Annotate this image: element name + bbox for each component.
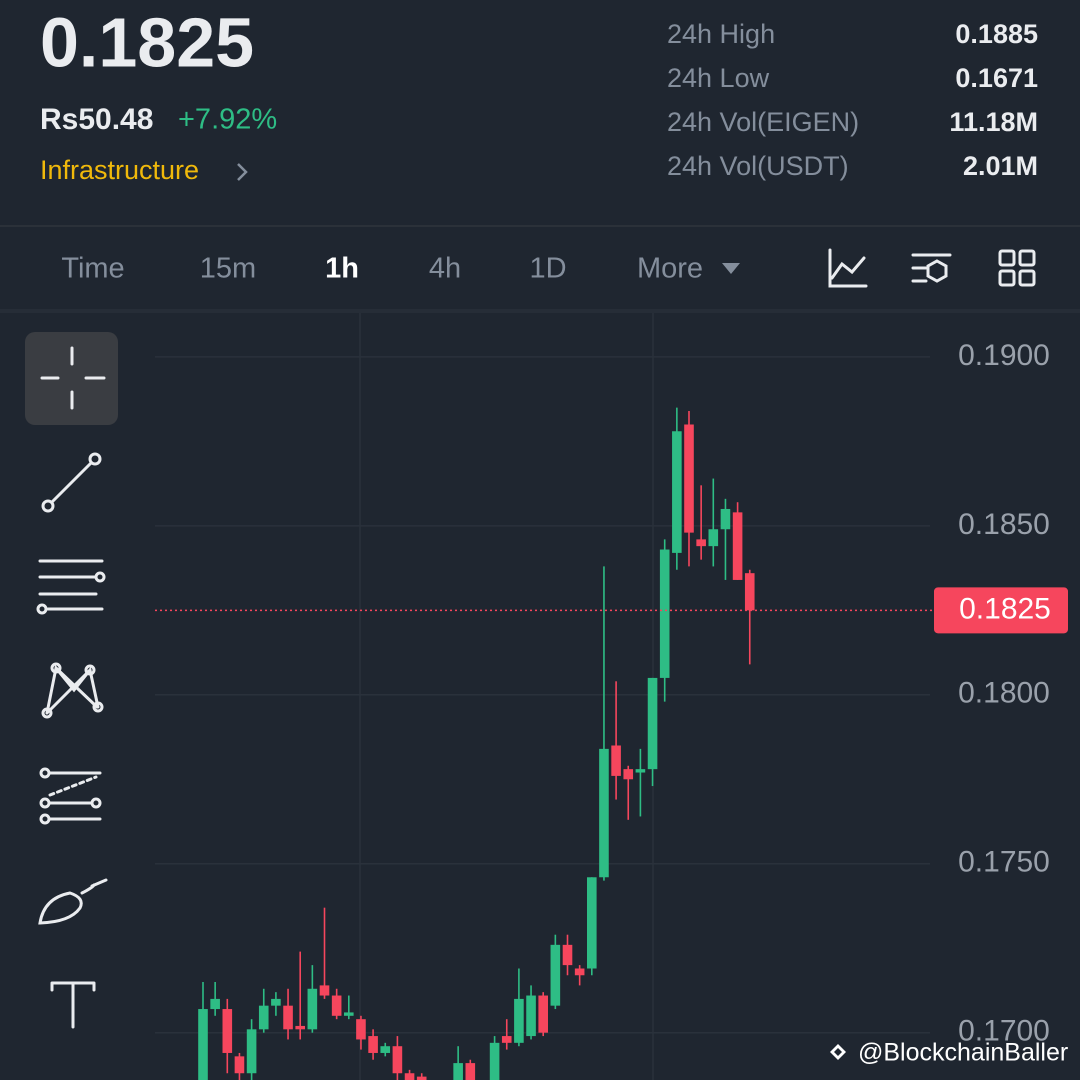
tab[interactable]: 15m xyxy=(200,253,256,285)
candle-body xyxy=(465,1063,476,1080)
candle-body xyxy=(611,745,621,776)
pattern-tool[interactable] xyxy=(41,662,104,719)
stat-label: 24h High xyxy=(667,19,775,49)
overlay: 0.1825 xyxy=(155,587,1068,634)
brush-tool[interactable] xyxy=(38,878,108,925)
candle-body xyxy=(708,529,719,547)
candle-body xyxy=(550,944,561,1006)
crosshair-tool[interactable] xyxy=(40,346,106,410)
stat-value: 11.18M xyxy=(949,107,1038,137)
candle-body xyxy=(356,1019,366,1040)
candle-body xyxy=(684,424,694,533)
candle-body xyxy=(562,944,573,966)
layout-icon[interactable] xyxy=(998,249,1036,287)
y-tick-label: 0.1850 xyxy=(958,508,1050,541)
stat-label: 24h Vol(USDT) xyxy=(667,151,849,181)
y-tick-label: 0.1900 xyxy=(958,339,1050,372)
tab[interactable]: 1D xyxy=(529,253,566,285)
candle-body xyxy=(514,998,524,1043)
stat-value: 0.1671 xyxy=(955,63,1038,93)
candle-body xyxy=(635,769,646,773)
price: 0.1825 xyxy=(40,3,254,81)
stat-value: 0.1885 xyxy=(955,19,1038,49)
candle-body xyxy=(404,1073,415,1080)
candle-body xyxy=(623,769,634,780)
candle-body xyxy=(672,431,682,553)
candle-body xyxy=(720,508,731,530)
candle-body xyxy=(392,1046,403,1074)
grid: 0.1700 0.1750 0.1800 0.1850 0.1900 xyxy=(155,339,1050,1048)
candle-body xyxy=(538,995,548,1033)
more-arrow[interactable] xyxy=(722,263,740,274)
candle-body xyxy=(344,1012,354,1016)
candle-body xyxy=(587,877,597,969)
stats: 24h High 0.1885 24h Low 0.1671 24h Vol(EIGEN… xyxy=(667,19,1038,181)
candle-body xyxy=(501,1036,512,1043)
tab[interactable]: 1h xyxy=(325,253,359,285)
candle-body xyxy=(319,985,330,996)
candle-body xyxy=(526,995,536,1037)
candle-body xyxy=(489,1042,500,1080)
tool-selected[interactable] xyxy=(25,332,118,425)
tab[interactable]: More xyxy=(637,253,703,285)
candle-body xyxy=(331,995,342,1016)
candle-body xyxy=(380,1046,391,1053)
candle-body xyxy=(574,968,585,976)
fib-tool[interactable] xyxy=(39,767,102,825)
candle-body xyxy=(647,677,658,770)
candle-body xyxy=(659,549,670,678)
candle-body xyxy=(271,998,281,1006)
text-tool[interactable] xyxy=(50,981,96,1029)
candle-body xyxy=(295,1025,305,1030)
tab[interactable]: 4h xyxy=(429,253,461,285)
candle-body xyxy=(368,1036,378,1053)
watermark-text: @BlockchainBaller xyxy=(858,1039,1068,1067)
settings-icon[interactable] xyxy=(911,253,952,283)
last-price-label: 0.1825 xyxy=(959,592,1051,625)
last-price-box xyxy=(934,587,1068,634)
tab[interactable]: Time xyxy=(61,253,124,285)
candle-body xyxy=(744,573,755,611)
candles xyxy=(198,407,755,1080)
stat-label: 24h Vol(EIGEN) xyxy=(667,107,859,137)
candle-body xyxy=(234,1056,245,1074)
tabs: Time 15m 1h 4h 1D More xyxy=(61,253,703,285)
indicator-icon[interactable] xyxy=(828,248,868,288)
candle-body xyxy=(283,1005,293,1030)
watermark: @BlockchainBaller xyxy=(830,1039,1068,1067)
candle-body xyxy=(258,1005,269,1030)
change: +7.92% xyxy=(178,104,277,136)
candle-body xyxy=(210,998,220,1010)
candle-body xyxy=(246,1029,257,1074)
candle-body xyxy=(599,748,609,878)
divider xyxy=(0,309,1080,313)
chart-icons xyxy=(828,248,1036,288)
stat-value: 2.01M xyxy=(963,151,1038,181)
hline-tool[interactable] xyxy=(36,559,106,615)
y-tick-label: 0.1750 xyxy=(958,846,1050,879)
candle-body xyxy=(222,1009,233,1053)
candle-body xyxy=(307,988,318,1030)
fiat-price: Rs50.48 xyxy=(40,103,153,136)
candle-body xyxy=(416,1076,427,1080)
y-tick-label: 0.1800 xyxy=(958,677,1050,710)
chevron[interactable] xyxy=(237,163,248,181)
sector[interactable]: Infrastructure xyxy=(40,155,199,185)
line-tool[interactable] xyxy=(41,452,102,513)
y-tick-label: 0.1700 xyxy=(958,1015,1050,1048)
stat-label: 24h Low xyxy=(667,63,770,93)
toolbar xyxy=(25,332,118,1029)
candle-body xyxy=(732,512,743,580)
candle-body xyxy=(198,1009,208,1080)
candle-body xyxy=(696,539,706,547)
watermark-logo xyxy=(830,1044,846,1060)
candle-body xyxy=(453,1063,463,1080)
